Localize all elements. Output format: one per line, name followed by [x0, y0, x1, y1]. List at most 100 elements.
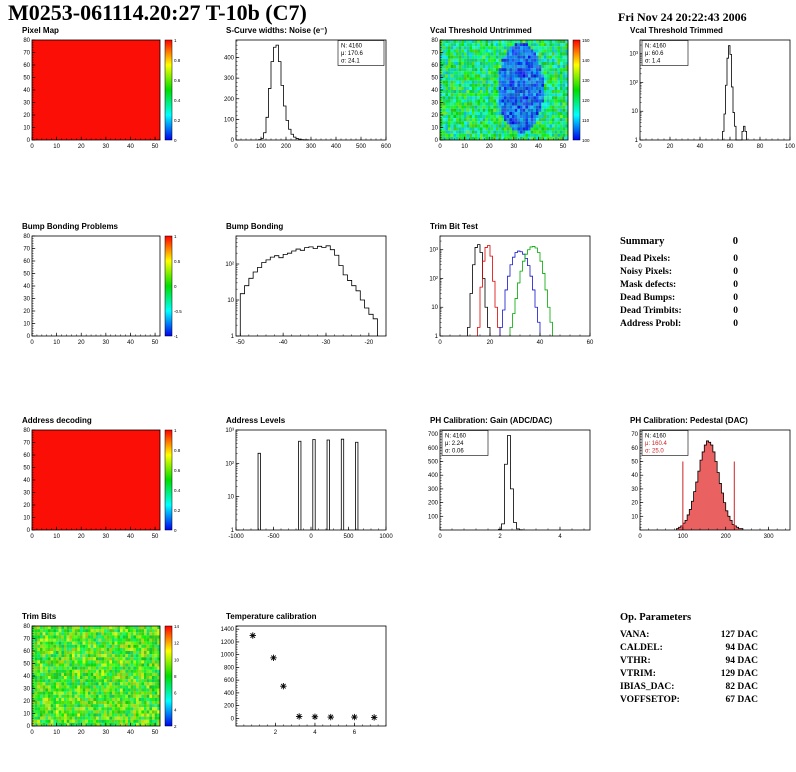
address-decoding-chart: 10.80.60.40.200 10 20 30 40 50010203040506070… — [23, 428, 181, 540]
svg-text:200: 200 — [428, 501, 439, 507]
svg-text:130: 130 — [582, 78, 590, 83]
timestamp: Fri Nov 24 20:22:43 2006 — [618, 10, 747, 24]
svg-text:70: 70 — [23, 247, 30, 253]
svg-text:50: 50 — [23, 76, 30, 82]
panel-trim-bit-test: Trim Bit Test 0 20 40 60 1 10 10² 10³ — [416, 222, 621, 346]
svg-text:σ: 1.4: σ: 1.4 — [645, 59, 661, 65]
svg-text:0.2: 0.2 — [174, 118, 181, 123]
summary-row-label: Noisy Pixels: — [620, 267, 672, 277]
svg-text:600: 600 — [428, 446, 439, 452]
svg-text:200: 200 — [281, 144, 292, 150]
svg-text:12: 12 — [174, 641, 180, 646]
svg-text:30: 30 — [511, 144, 518, 150]
summary-row-value: 0 — [733, 306, 738, 316]
svg-text:0: 0 — [27, 138, 31, 144]
svg-text:20: 20 — [78, 144, 85, 150]
svg-text:70: 70 — [431, 51, 438, 57]
panel-ph-calibration-pedestal: PH Calibration: Pedestal (DAC) 0 100 200 30… — [616, 416, 796, 540]
svg-text:1: 1 — [231, 528, 235, 534]
svg-text:100: 100 — [428, 514, 439, 520]
svg-text:μ: 2.24: μ: 2.24 — [445, 441, 464, 447]
svg-text:30: 30 — [23, 101, 30, 107]
svg-text:80: 80 — [431, 38, 438, 44]
svg-text:0: 0 — [174, 284, 177, 289]
svg-text:40: 40 — [23, 88, 30, 94]
svg-text:200: 200 — [721, 534, 732, 540]
summary-row: Dead Pixels: 0 — [620, 253, 738, 266]
svg-text:40: 40 — [535, 144, 542, 150]
svg-text:4: 4 — [174, 707, 177, 712]
svg-text:μ: 170.6: μ: 170.6 — [341, 51, 363, 57]
svg-text:10: 10 — [227, 298, 234, 304]
svg-text:0: 0 — [438, 144, 442, 150]
svg-text:10²: 10² — [225, 262, 234, 268]
svg-text:10: 10 — [631, 514, 638, 520]
svg-text:10: 10 — [174, 657, 180, 662]
summary-row-label: Address Probl: — [620, 319, 682, 329]
svg-text:800: 800 — [224, 665, 235, 671]
svg-text:60: 60 — [431, 63, 438, 69]
svg-text:10: 10 — [53, 534, 60, 540]
panel-address-levels: Address Levels -1000 -500 0 500 1000 1 10 10² 10… — [212, 416, 417, 540]
op-row-value: 82 DAC — [725, 682, 758, 692]
summary-heading: Summary — [620, 236, 665, 247]
summary-row-value: 0 — [733, 293, 738, 303]
svg-text:10²: 10² — [225, 461, 234, 467]
panel-bump-bonding-problems: Bump Bonding Problems 1 0.5 0 -0.5 -1 0 10 20 30… — [8, 222, 213, 346]
svg-text:300: 300 — [224, 76, 235, 82]
svg-text:0: 0 — [438, 340, 442, 346]
svg-text:10³: 10³ — [629, 52, 638, 58]
svg-text:20: 20 — [23, 699, 30, 705]
svg-text:-40: -40 — [279, 340, 288, 346]
svg-text:400: 400 — [224, 691, 235, 697]
chart-title: S-Curve widths: Noise (e⁻) — [226, 26, 328, 35]
chart-title: PH Calibration: Pedestal (DAC) — [630, 416, 748, 425]
svg-text:8: 8 — [174, 674, 177, 679]
svg-text:40: 40 — [127, 730, 134, 736]
svg-text:50: 50 — [152, 534, 159, 540]
svg-text:300: 300 — [306, 144, 317, 150]
panel-vcal-threshold-trimmed: Vcal Threshold Trimmed 0 20 40 60 80 100 1 10 10… — [616, 26, 796, 150]
svg-text:80: 80 — [23, 624, 30, 630]
op-parameters-block: Op. Parameters VANA: 127 DAC CALDEL: 94 DA… — [620, 612, 758, 707]
svg-text:50: 50 — [152, 340, 159, 346]
svg-text:30: 30 — [103, 730, 110, 736]
svg-text:400: 400 — [331, 144, 342, 150]
svg-text:1000: 1000 — [221, 653, 235, 659]
svg-text:700: 700 — [428, 432, 439, 438]
svg-text:0: 0 — [30, 144, 34, 150]
svg-text:-1: -1 — [174, 334, 178, 339]
summary-row: Dead Bumps: 0 — [620, 292, 738, 305]
svg-text:0: 0 — [231, 716, 235, 722]
svg-text:20: 20 — [487, 340, 494, 346]
svg-text:-0.5: -0.5 — [174, 309, 182, 314]
svg-text:40: 40 — [23, 478, 30, 484]
svg-text:60: 60 — [727, 144, 734, 150]
panel-trim-bits: Trim Bits 14 12 10 8 6 4 2 0 10 20 30 40 50 0 10 20 30 40… — [8, 612, 213, 736]
op-parameter-row: VTHR: 94 DAC — [620, 655, 758, 668]
svg-text:1: 1 — [174, 234, 177, 239]
svg-text:10: 10 — [23, 712, 30, 718]
op-parameter-row: CALDEL: 94 DAC — [620, 642, 758, 655]
pixel-map-chart: 10.80.60.40.200 10 20 30 40 50010203040506070… — [23, 38, 181, 150]
page-title: M0253-061114.20:27 T-10b (C7) — [8, 0, 307, 25]
svg-text:0: 0 — [174, 138, 177, 143]
svg-text:30: 30 — [103, 534, 110, 540]
svg-text:-500: -500 — [267, 534, 280, 540]
svg-text:1000: 1000 — [379, 534, 393, 540]
svg-text:80: 80 — [757, 144, 764, 150]
svg-text:20: 20 — [631, 501, 638, 507]
svg-text:30: 30 — [23, 491, 30, 497]
svg-text:40: 40 — [431, 88, 438, 94]
svg-text:0: 0 — [174, 528, 177, 533]
svg-text:10²: 10² — [429, 276, 438, 282]
svg-text:0.4: 0.4 — [174, 488, 181, 493]
svg-text:-1000: -1000 — [228, 534, 244, 540]
op-row-value: 129 DAC — [720, 669, 758, 679]
svg-text:0.5: 0.5 — [174, 259, 181, 264]
svg-text:1: 1 — [435, 334, 439, 340]
svg-text:110: 110 — [582, 118, 590, 123]
svg-text:10³: 10³ — [225, 428, 234, 434]
svg-text:30: 30 — [23, 687, 30, 693]
